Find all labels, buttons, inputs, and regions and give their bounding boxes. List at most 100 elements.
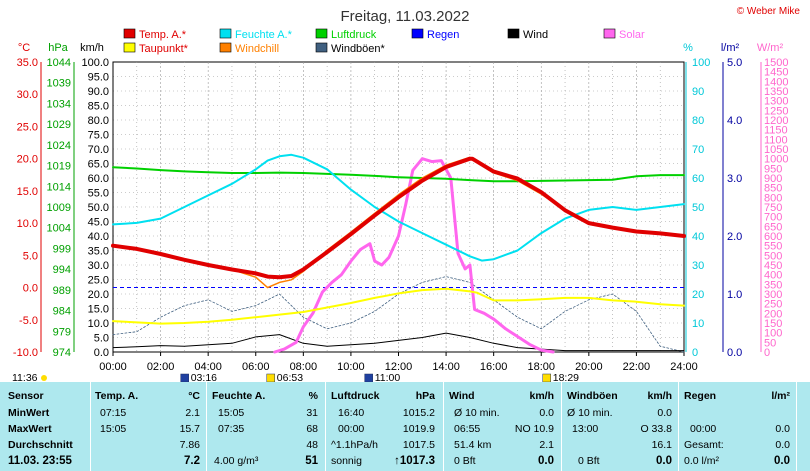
legend-swatch — [123, 42, 136, 53]
tick-label-solar_wm2: 1400 — [764, 76, 788, 88]
x-tick-label: 06:00 — [242, 361, 270, 373]
tick-label-wind_kmh: 70.0 — [88, 144, 109, 156]
legend-label: Luftdruck — [331, 29, 377, 41]
legend-swatch — [219, 42, 232, 53]
now-temp-value: 7.2 — [184, 455, 200, 467]
axis-label-temp_c: °C — [18, 42, 30, 54]
tick-label-solar_wm2: 1050 — [764, 144, 788, 156]
avg-wind-distance: 51.4 km — [454, 439, 492, 451]
tick-label-humidity_pct: 20 — [692, 289, 704, 301]
hdr-wind-unit: km/h — [529, 390, 554, 402]
now-gust-value: 0.0 — [656, 455, 672, 467]
tick-label-solar_wm2: 500 — [764, 250, 782, 262]
hdr-rain: Regen — [684, 390, 717, 402]
weather-chart: Freitag, 11.03.2022 © Weber Mike Temp. A… — [12, 6, 801, 382]
min-press-value: 1015.2 — [402, 407, 435, 419]
tick-label-pressure_hpa: 1034 — [47, 98, 71, 110]
moonrise-marker-label: 03:16 — [191, 372, 217, 382]
series-taupunkt — [112, 287, 685, 325]
tick-label-wind_kmh: 30.0 — [88, 260, 109, 272]
tick-label-solar_wm2: 1350 — [764, 86, 788, 98]
moonset-marker-label: 11:00 — [375, 372, 401, 382]
max-hum-value: 68 — [306, 423, 318, 435]
min-hum-value: 31 — [306, 407, 318, 419]
tick-label-wind_kmh: 55.0 — [88, 188, 109, 200]
tick-label-wind_kmh: 95.0 — [88, 72, 109, 84]
avg-rain-value: 0.0 — [775, 439, 790, 451]
tick-label-solar_wm2: 800 — [764, 192, 782, 204]
tick-label-solar_wm2: 200 — [764, 308, 782, 320]
max-press-time: 00:00 — [338, 423, 365, 435]
now-gust-bft: 0 Bft — [578, 455, 600, 467]
tick-label-wind_kmh: 35.0 — [88, 246, 109, 258]
now-abs-humidity: 4.00 g/m³ — [214, 455, 259, 467]
plot-area — [111, 153, 686, 354]
hdr-hum: Feuchte A. — [212, 390, 266, 402]
tick-label-wind_kmh: 60.0 — [88, 173, 109, 185]
legend-label: Temp. A.* — [139, 29, 187, 41]
tick-label-wind_kmh: 5.0 — [94, 333, 109, 345]
tick-label-pressure_hpa: 1024 — [47, 140, 71, 152]
tick-label-solar_wm2: 900 — [764, 173, 782, 185]
tick-label-humidity_pct: 60 — [692, 173, 704, 185]
series-luftdruck — [112, 166, 685, 183]
moonrise-marker-icon — [180, 373, 189, 382]
max-rain-time: 00:00 — [690, 423, 717, 435]
min-hum-time: 15:05 — [218, 407, 245, 419]
tick-label-wind_kmh: 25.0 — [88, 275, 109, 287]
tick-label-temp_c: -5.0 — [19, 315, 38, 327]
tick-label-pressure_hpa: 1009 — [47, 202, 71, 214]
tick-label-solar_wm2: 300 — [764, 289, 782, 301]
tick-label-pressure_hpa: 999 — [53, 243, 71, 255]
now-hum-value: 51 — [305, 455, 318, 467]
tick-label-rain_lm2: 4.0 — [727, 115, 742, 127]
tick-label-wind_kmh: 10.0 — [88, 318, 109, 330]
tick-label-humidity_pct: 70 — [692, 144, 704, 156]
hdr-temp: Temp. A. — [95, 390, 139, 402]
tick-label-humidity_pct: 50 — [692, 202, 704, 214]
grid — [112, 61, 685, 353]
avg-gust-value: 16.1 — [651, 439, 672, 451]
x-tick-label: 02:00 — [147, 361, 175, 373]
tick-label-temp_c: 10.0 — [17, 218, 38, 230]
tick-label-solar_wm2: 1000 — [764, 154, 788, 166]
tick-label-rain_lm2: 2.0 — [727, 231, 742, 243]
sunrise-marker-label: 06:53 — [277, 372, 303, 382]
axis-label-rain_lm2: l/m² — [721, 42, 740, 54]
tick-label-solar_wm2: 750 — [764, 202, 782, 214]
legend-label: Feuchte A.* — [235, 29, 293, 41]
tick-label-wind_kmh: 80.0 — [88, 115, 109, 127]
legend-label: Wind — [523, 29, 548, 41]
hdr-press-unit: hPa — [415, 390, 435, 402]
hdr-rain-unit: l/m² — [771, 390, 790, 402]
now-wind-value: 0.0 — [538, 455, 554, 467]
tick-label-humidity_pct: 80 — [692, 115, 704, 127]
x-tick-label: 08:00 — [290, 361, 318, 373]
max-rain-value: 0.0 — [775, 423, 790, 435]
tick-label-pressure_hpa: 1014 — [47, 181, 71, 193]
hdr-press: Luftdruck — [331, 390, 380, 402]
avg-press-trend: ^1.1hPa/h — [331, 439, 378, 451]
legend-swatch — [411, 28, 424, 39]
series-wind — [112, 332, 685, 352]
tick-label-pressure_hpa: 1019 — [47, 161, 71, 173]
tick-label-pressure_hpa: 1029 — [47, 119, 71, 131]
avg-press-value: 1017.5 — [402, 439, 435, 451]
x-tick-label: 04:00 — [194, 361, 222, 373]
tick-label-solar_wm2: 1100 — [764, 134, 788, 146]
legend-swatch — [123, 28, 136, 39]
row-now-label: 11.03. 23:55 — [8, 455, 72, 467]
min-wind-value: 0.0 — [539, 407, 554, 419]
tick-label-wind_kmh: 90.0 — [88, 86, 109, 98]
tick-label-humidity_pct: 90 — [692, 86, 704, 98]
tick-label-rain_lm2: 1.0 — [727, 289, 742, 301]
time-left-label: 11:36 — [12, 372, 38, 382]
max-hum-time: 07:35 — [218, 423, 245, 435]
tick-label-pressure_hpa: 1039 — [47, 78, 71, 90]
tick-label-solar_wm2: 950 — [764, 163, 782, 175]
axes: 35.0 30.0 25.0 20.0 15.0 10.0 5.0 0.0 -5.0 -10.0 1… — [13, 57, 789, 359]
sun-dot-icon — [41, 375, 47, 381]
series-temp-a — [111, 156, 686, 280]
tick-label-wind_kmh: 40.0 — [88, 231, 109, 243]
tick-label-wind_kmh: 45.0 — [88, 217, 109, 229]
